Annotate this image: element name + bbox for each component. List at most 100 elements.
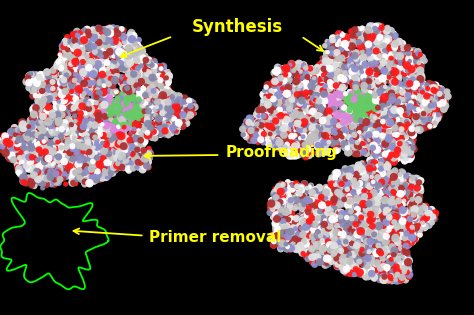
Point xyxy=(369,86,376,91)
Point xyxy=(432,119,439,124)
Point xyxy=(404,174,412,179)
Point xyxy=(391,35,399,40)
Point xyxy=(356,136,364,141)
Point xyxy=(385,277,392,282)
Point xyxy=(396,73,403,78)
Point xyxy=(373,32,381,37)
Point xyxy=(288,120,296,125)
Point xyxy=(374,247,381,252)
Point xyxy=(392,107,400,112)
Point xyxy=(91,51,99,56)
Point xyxy=(340,238,347,243)
Point xyxy=(398,252,405,257)
Point xyxy=(300,249,307,254)
Point xyxy=(390,254,397,259)
Point xyxy=(386,117,394,122)
Point xyxy=(32,93,39,98)
Point xyxy=(55,117,63,122)
Point xyxy=(172,128,180,133)
Point xyxy=(23,151,31,156)
Point xyxy=(280,228,288,233)
Point xyxy=(278,221,286,226)
Point xyxy=(95,91,103,96)
Point xyxy=(409,201,417,206)
Point xyxy=(96,139,104,144)
Point xyxy=(112,34,119,39)
Point xyxy=(70,46,78,51)
Point xyxy=(283,69,291,74)
Point xyxy=(398,206,405,211)
Point xyxy=(107,29,114,34)
Point xyxy=(75,162,82,167)
Point xyxy=(327,73,335,78)
Point xyxy=(345,192,352,198)
Point xyxy=(151,107,158,112)
Point xyxy=(120,56,128,61)
Point xyxy=(415,213,423,218)
Point xyxy=(116,58,123,63)
Point xyxy=(140,93,148,98)
Point xyxy=(423,121,430,126)
Point xyxy=(348,228,356,233)
Point xyxy=(292,125,300,130)
Point xyxy=(292,114,300,119)
Point xyxy=(419,106,427,112)
Point xyxy=(355,187,362,192)
Point xyxy=(88,57,96,62)
Point xyxy=(82,88,90,93)
Point xyxy=(310,234,317,239)
Point xyxy=(392,249,400,254)
Point xyxy=(407,136,414,141)
Point xyxy=(403,250,410,255)
Point xyxy=(408,178,416,183)
Point xyxy=(382,122,389,127)
Point xyxy=(370,100,377,105)
Point xyxy=(357,115,365,120)
Point xyxy=(431,120,439,125)
Point xyxy=(96,86,103,91)
Point xyxy=(104,152,112,157)
Point xyxy=(147,74,155,79)
Point xyxy=(273,231,280,236)
Point xyxy=(331,200,338,205)
Point xyxy=(365,66,373,72)
Point xyxy=(393,202,401,207)
Point xyxy=(82,55,90,60)
Point xyxy=(70,32,77,37)
Point xyxy=(157,120,165,125)
Point xyxy=(400,201,408,206)
Point xyxy=(341,196,349,201)
Point xyxy=(296,121,304,126)
Point xyxy=(77,116,84,121)
Point xyxy=(368,89,376,94)
Point xyxy=(321,239,328,244)
Point xyxy=(347,212,355,217)
Point xyxy=(60,44,68,49)
Point xyxy=(358,58,366,63)
Point xyxy=(375,149,383,154)
Point xyxy=(67,75,74,80)
Point xyxy=(405,61,413,66)
Point xyxy=(334,37,341,43)
Point xyxy=(72,96,80,101)
Point xyxy=(287,145,294,150)
Point xyxy=(351,67,358,72)
Point xyxy=(116,49,123,54)
Point xyxy=(289,183,297,188)
Point xyxy=(99,120,107,125)
Point xyxy=(364,89,372,94)
Point xyxy=(116,64,124,69)
Point xyxy=(415,197,422,202)
Point xyxy=(379,190,386,195)
Point xyxy=(31,173,38,178)
Point xyxy=(320,242,328,247)
Point xyxy=(119,119,127,124)
Point xyxy=(324,130,332,135)
Point xyxy=(377,65,385,70)
Point xyxy=(349,255,356,260)
Point xyxy=(132,98,139,103)
Point xyxy=(116,140,124,145)
Point xyxy=(94,173,102,178)
Point xyxy=(406,175,413,180)
Point xyxy=(79,36,87,41)
